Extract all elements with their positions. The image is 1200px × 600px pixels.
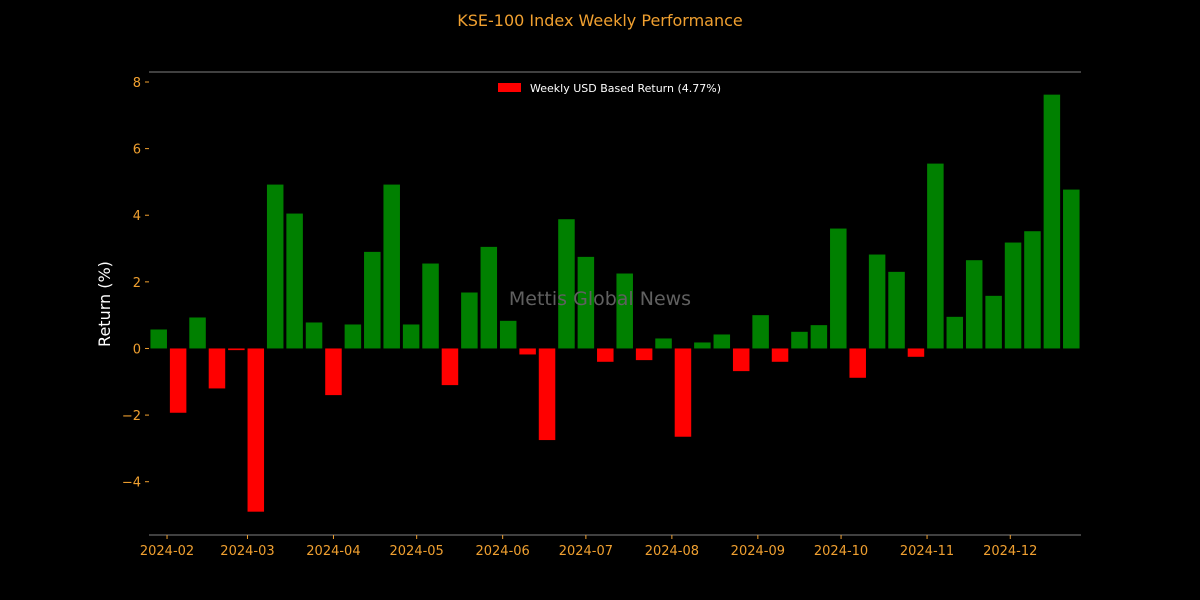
x-tick-label: 2024-06: [475, 544, 529, 559]
bar: [169, 348, 187, 413]
bars: [150, 94, 1080, 512]
bar: [655, 338, 672, 349]
axes: −4 −2 0 2 4 6 8 2024-02 2024-03 2024-04 2024-05 202…: [122, 71, 1081, 559]
x-tick-label: 2024-07: [559, 544, 613, 559]
y-tick-label: −2: [122, 409, 141, 424]
bar: [849, 348, 866, 378]
bar: [1004, 242, 1022, 349]
bar: [499, 320, 517, 349]
legend-swatch: [498, 83, 521, 92]
legend-label: Weekly USD Based Return (4.77%): [530, 82, 721, 95]
bar: [888, 271, 905, 349]
bar: [422, 263, 439, 349]
bar: [577, 256, 595, 349]
bar: [985, 295, 1002, 349]
bar: [791, 331, 808, 349]
bar: [286, 213, 303, 349]
y-tick-label: 0: [133, 342, 141, 357]
watermark: Mettis Global News: [509, 288, 691, 310]
chart-title: KSE-100 Index Weekly Performance: [457, 11, 743, 30]
bar: [868, 254, 886, 349]
bar: [558, 219, 575, 349]
bar: [247, 348, 265, 512]
bar: [383, 184, 400, 349]
x-tick-label: 2024-10: [814, 544, 868, 559]
x-tick-label: 2024-12: [983, 544, 1037, 559]
bar: [344, 324, 362, 349]
bar: [635, 348, 653, 361]
bar: [441, 348, 459, 386]
y-tick-label: 2: [133, 276, 141, 291]
bar: [364, 251, 381, 349]
x-tick-label: 2024-08: [645, 544, 699, 559]
bar: [674, 348, 692, 437]
x-tick-label: 2024-02: [140, 544, 194, 559]
y-axis-label: Return (%): [95, 261, 114, 347]
bar: [771, 348, 789, 362]
bar: [1063, 189, 1080, 349]
bar: [597, 348, 614, 362]
x-tick-label: 2024-03: [220, 544, 274, 559]
bar: [907, 348, 925, 357]
bar: [810, 325, 828, 349]
bar: [752, 315, 769, 349]
legend: Weekly USD Based Return (4.77%): [498, 82, 721, 95]
bar: [519, 348, 536, 355]
bar: [150, 329, 167, 349]
bar: [266, 184, 284, 349]
bar: [965, 260, 983, 349]
bar: [694, 342, 711, 349]
bar: [480, 246, 498, 349]
x-tick-label: 2024-05: [390, 544, 444, 559]
y-tick-label: −4: [122, 476, 141, 491]
bar: [461, 292, 478, 349]
bar: [228, 348, 245, 351]
y-tick-label: 8: [133, 76, 141, 91]
bar: [305, 322, 323, 349]
x-tick-label: 2024-04: [306, 544, 360, 559]
bar: [616, 273, 633, 349]
bar: [402, 324, 420, 349]
bar: [732, 348, 750, 372]
bar: [1043, 94, 1061, 349]
bar: [325, 348, 342, 396]
bar: [189, 317, 206, 349]
bar: [1024, 231, 1041, 349]
bar: [946, 316, 964, 349]
y-tick-label: 6: [133, 143, 141, 158]
x-tick-label: 2024-11: [900, 544, 954, 559]
bar: [208, 348, 226, 389]
y-tick-label: 4: [133, 209, 141, 224]
bar: [927, 163, 944, 349]
bar: [538, 348, 556, 441]
x-tick-label: 2024-09: [731, 544, 785, 559]
bar: [713, 334, 731, 349]
bar: [830, 228, 847, 349]
